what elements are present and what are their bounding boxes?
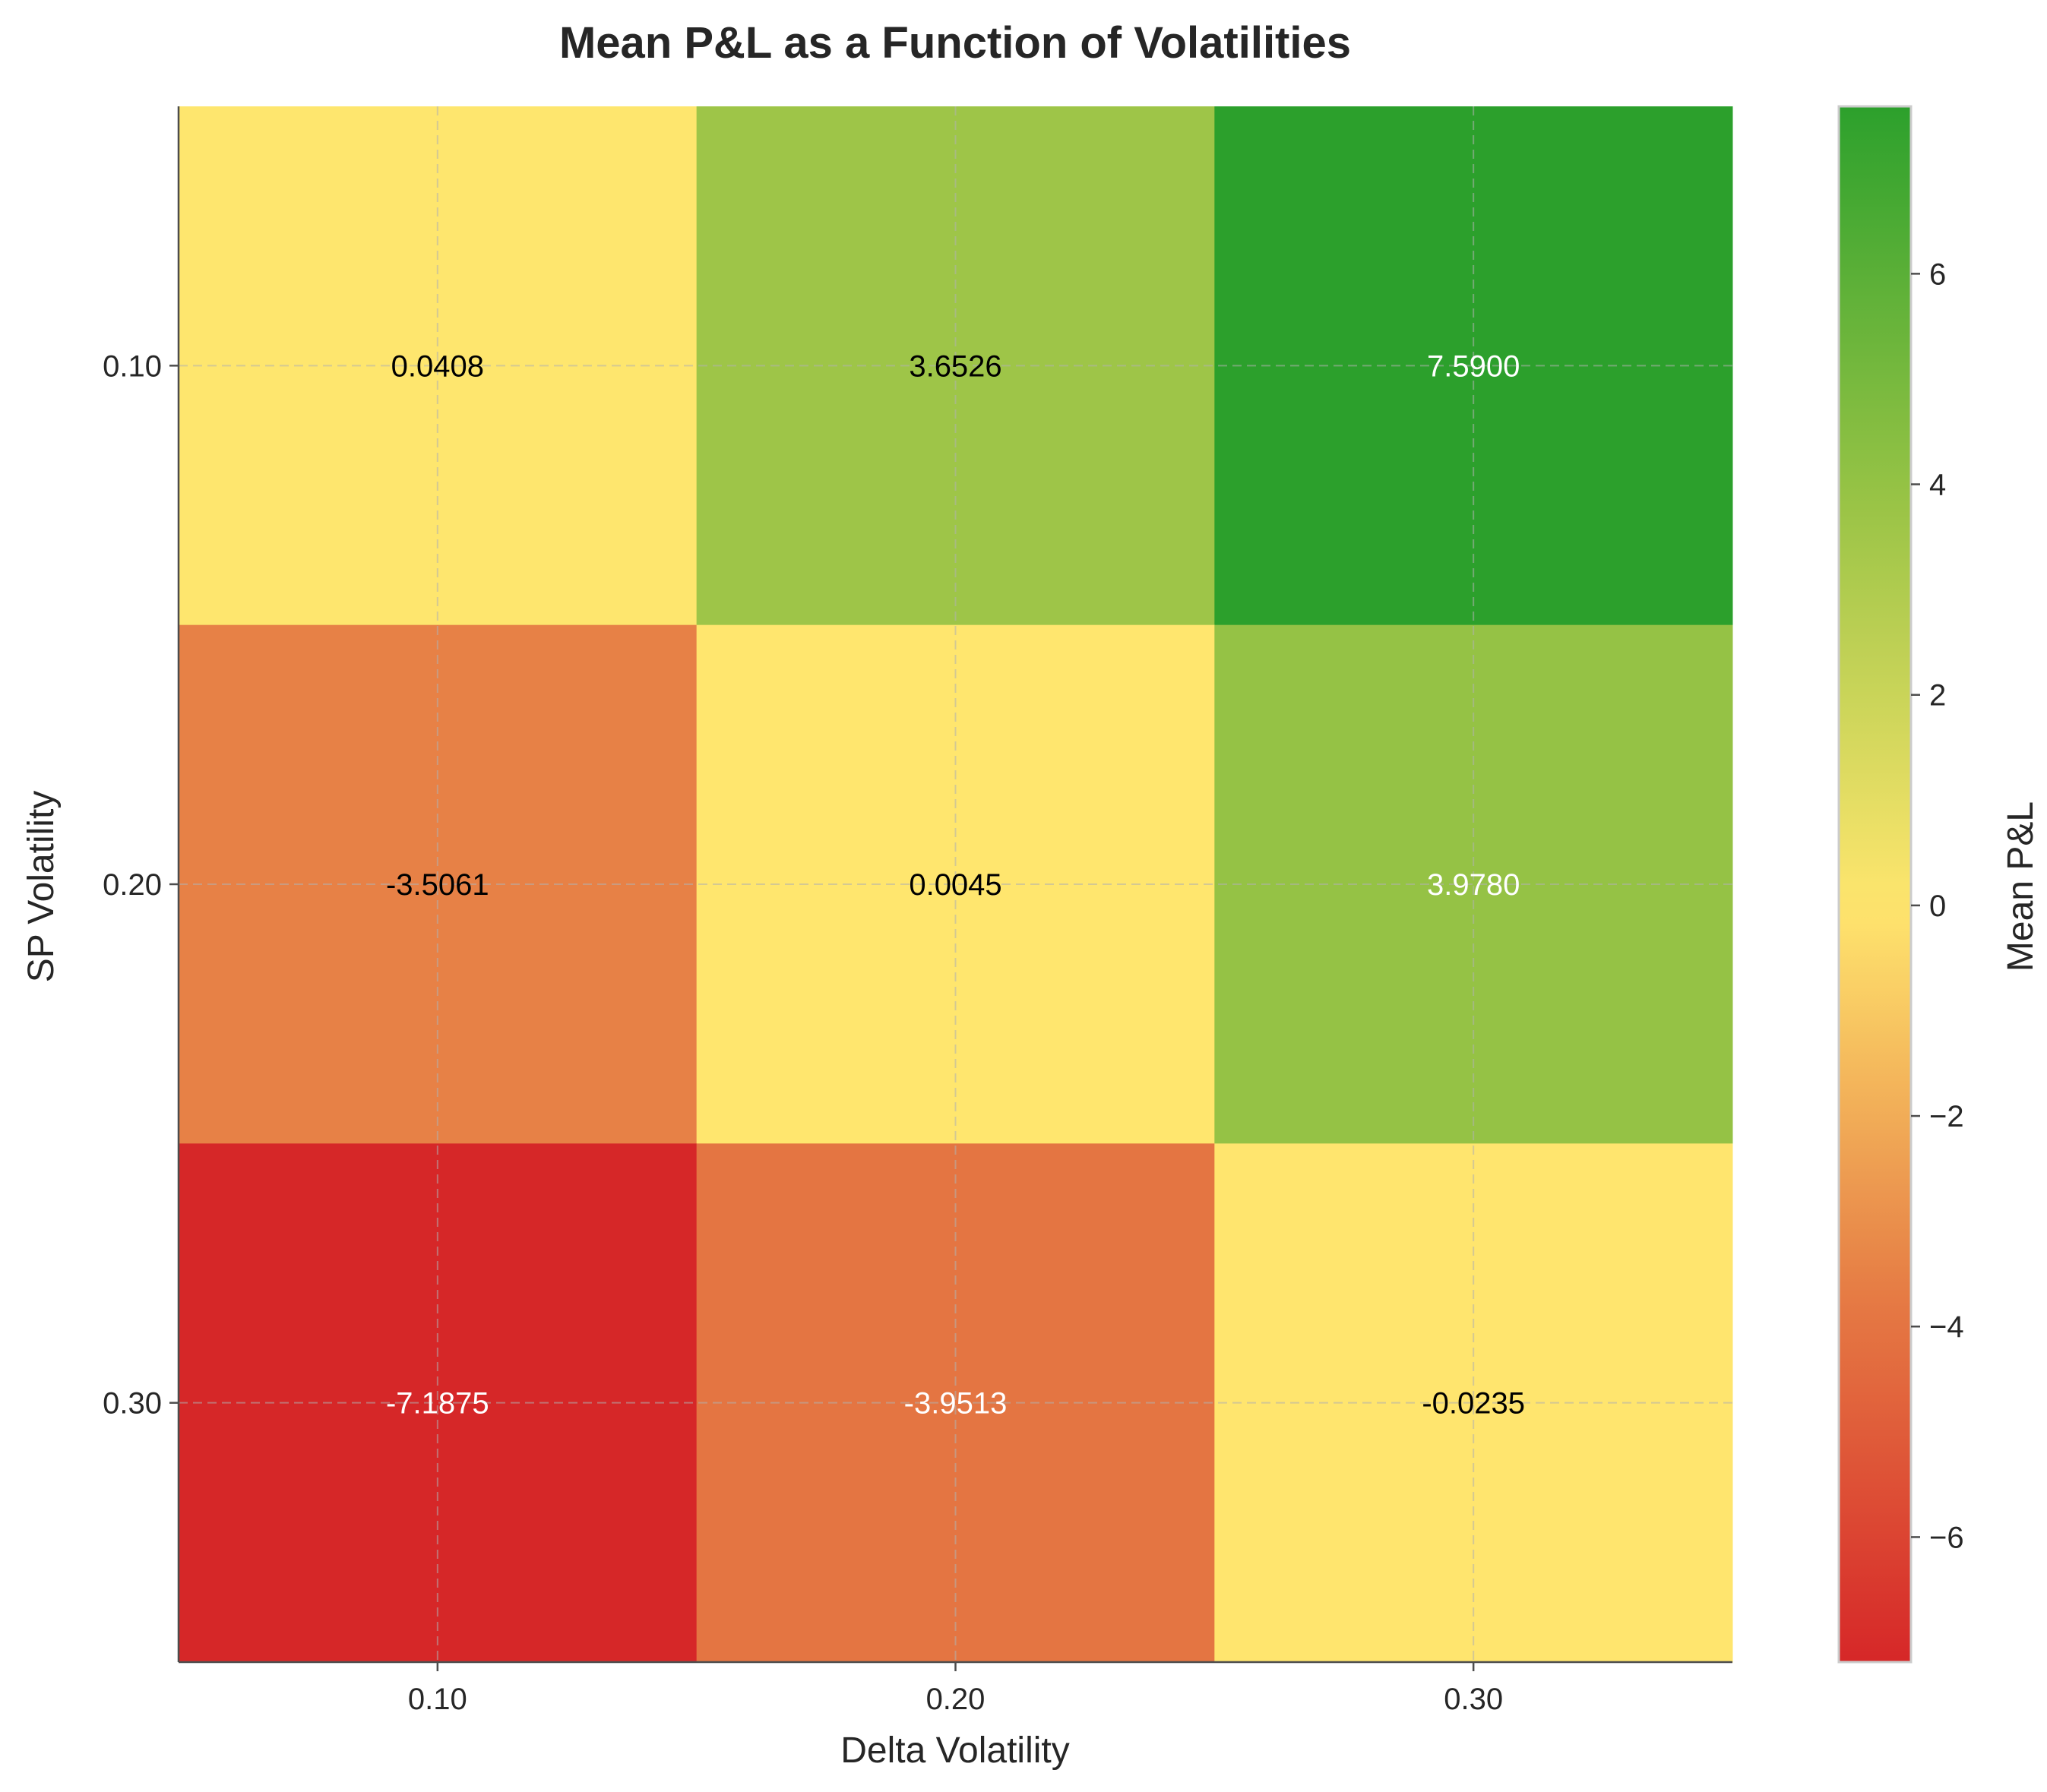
cell-value-label: -3.5061 <box>386 868 489 902</box>
heatmap-cells <box>179 106 1733 1663</box>
chart-title: Mean P&L as a Function of Volatilities <box>559 18 1351 68</box>
colorbar-tick-label: 0 <box>1929 890 1946 923</box>
heatmap-cell <box>179 1143 698 1663</box>
y-axis-label: SP Volatility <box>21 791 62 983</box>
y-tick-label: 0.10 <box>103 349 162 383</box>
cell-value-label: 0.0045 <box>909 868 1001 902</box>
y-tick-label: 0.30 <box>103 1387 162 1421</box>
cell-value-label: 3.9780 <box>1427 868 1520 902</box>
cell-value-label: -7.1875 <box>386 1387 489 1421</box>
heatmap-cell <box>696 1143 1215 1663</box>
x-axis-label: Delta Volatility <box>840 1730 1069 1771</box>
x-axis-ticks: 0.10 0.20 0.30 <box>408 1662 1503 1716</box>
cell-labels: 0.0408 3.6526 7.5900 -3.5061 0.0045 3.9780 -7.… <box>386 349 1525 1420</box>
cell-value-label: 0.0408 <box>391 349 484 383</box>
x-tick-label: 0.10 <box>408 1683 467 1716</box>
colorbar-gradient <box>1837 105 1913 1664</box>
colorbar-tick-label: 6 <box>1929 258 1946 291</box>
heatmap-cell <box>1214 624 1733 1144</box>
colorbar-tick-label: 2 <box>1929 679 1946 713</box>
x-tick-label: 0.20 <box>926 1683 986 1716</box>
colorbar-tick-label: 4 <box>1929 469 1946 502</box>
heatmap-cell <box>696 624 1215 1144</box>
heatmap-cell <box>179 624 698 1144</box>
cell-value-label: -0.0235 <box>1422 1387 1525 1421</box>
colorbar-tick-label: −4 <box>1929 1310 1964 1344</box>
colorbar: −6 −4 −2 0 2 4 6 <box>1837 105 1964 1664</box>
cell-value-label: -3.9513 <box>904 1387 1008 1421</box>
heatmap-cell <box>1214 106 1733 626</box>
cell-value-label: 7.5900 <box>1427 349 1520 383</box>
heatmap-cell <box>1214 1143 1733 1663</box>
y-tick-label: 0.20 <box>103 868 162 902</box>
x-tick-label: 0.30 <box>1444 1683 1503 1716</box>
colorbar-tick-label: −6 <box>1929 1521 1964 1554</box>
colorbar-label: Mean P&L <box>2001 801 2041 972</box>
y-axis-ticks: 0.10 0.20 0.30 <box>103 349 179 1421</box>
colorbar-tick-label: −2 <box>1929 1100 1964 1133</box>
heatmap-cell <box>696 106 1215 626</box>
heatmap-cell <box>179 106 698 626</box>
cell-value-label: 3.6526 <box>909 349 1001 383</box>
